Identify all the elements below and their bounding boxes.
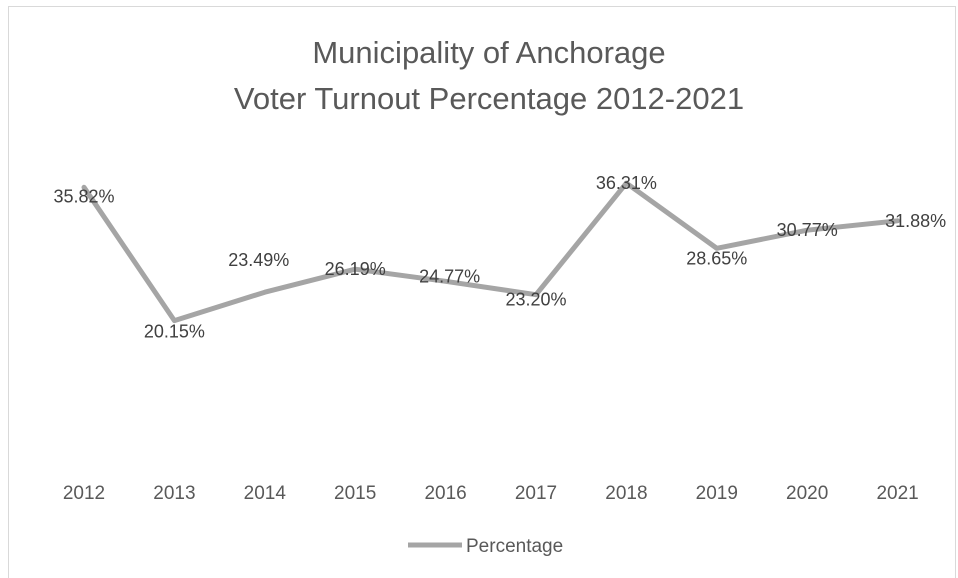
series-line-percentage	[81, 180, 901, 324]
x-tick-label: 2015	[334, 483, 376, 504]
chart-title-line-2: Voter Turnout Percentage 2012-2021	[234, 81, 744, 116]
data-label: 24.77%	[419, 266, 480, 286]
x-tick-label: 2017	[515, 483, 557, 504]
x-tick-label: 2013	[153, 483, 195, 504]
data-labels: 35.82% 20.15% 23.49% 26.19% 24.77% 23.20% 36.3…	[53, 173, 946, 342]
legend-label-percentage: Percentage	[466, 536, 563, 557]
chart-title-line-1: Municipality of Anchorage	[312, 35, 665, 70]
x-tick-label: 2019	[696, 483, 738, 504]
series-percentage	[81, 180, 901, 324]
x-tick-label: 2012	[63, 483, 105, 504]
x-tick-label: 2020	[786, 483, 828, 504]
chart-frame	[8, 6, 956, 578]
data-label: 28.65%	[686, 248, 747, 268]
data-label: 26.19%	[325, 259, 386, 279]
data-label: 20.15%	[144, 322, 205, 342]
data-label: 36.31%	[596, 173, 657, 193]
x-tick-label: 2016	[424, 483, 466, 504]
x-axis-tick-labels: 2012 2013 2014 2015 2016 2017 2018 2019 2020 2021	[63, 483, 919, 504]
x-tick-label: 2014	[244, 483, 287, 504]
data-label: 30.77%	[777, 220, 838, 240]
data-label: 23.20%	[505, 290, 566, 310]
x-tick-label: 2021	[876, 483, 918, 504]
legend: Percentage	[408, 536, 563, 557]
data-label: 35.82%	[53, 186, 114, 206]
data-label: 23.49%	[228, 250, 289, 270]
x-tick-label: 2018	[605, 483, 647, 504]
data-label: 31.88%	[885, 211, 946, 231]
